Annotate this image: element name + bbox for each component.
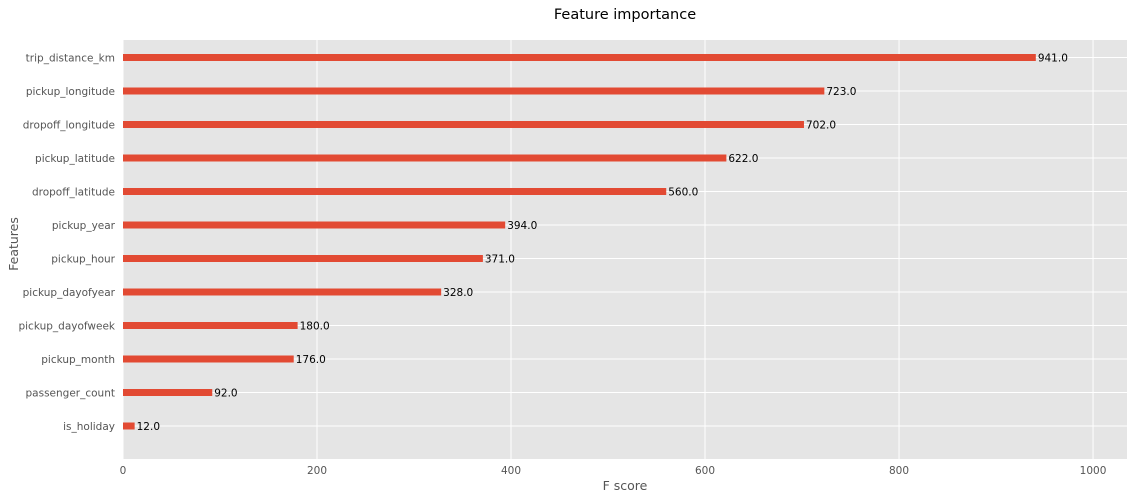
- y-tick-label: pickup_dayofyear: [23, 287, 116, 299]
- y-tick-label: passenger_count: [26, 387, 115, 399]
- y-tick-labels-group: trip_distance_km pickup_longitude dropoff_…: [18, 52, 116, 433]
- bar: [123, 389, 213, 396]
- y-tick-label: dropoff_latitude: [32, 186, 115, 198]
- bar-value-label: 941.0: [1038, 52, 1068, 64]
- y-tick-label: is_holiday: [63, 421, 115, 433]
- bar: [123, 422, 135, 430]
- y-tick-label: trip_distance_km: [26, 52, 115, 64]
- x-tick-label: 1000: [1080, 465, 1107, 477]
- bar-value-label: 702.0: [806, 119, 836, 131]
- y-tick-label: pickup_hour: [51, 253, 115, 265]
- x-tick-labels-group: 0 200 400 600 800 1000: [120, 465, 1107, 477]
- plot-background: [123, 40, 1127, 459]
- bar: [123, 221, 506, 229]
- data-labels-group: 941.0 723.0 702.0 622.0 560.0 394.0 371.0 328.0…: [137, 52, 1068, 433]
- y-tick-label: pickup_longitude: [26, 86, 115, 98]
- bar-value-label: 371.0: [485, 253, 515, 265]
- bar-value-label: 560.0: [668, 186, 698, 198]
- x-axis-label: F score: [603, 478, 648, 493]
- bars-group: [123, 54, 1036, 430]
- x-tick-label: 0: [120, 465, 127, 477]
- bar: [123, 121, 804, 128]
- x-tick-label: 200: [307, 465, 327, 477]
- bar-value-label: 622.0: [728, 153, 758, 165]
- y-axis-label: Features: [6, 217, 21, 271]
- bar-value-label: 723.0: [826, 86, 856, 98]
- bar-value-label: 394.0: [507, 220, 537, 232]
- bar: [123, 355, 294, 363]
- y-tick-label: pickup_year: [52, 220, 116, 232]
- bar: [123, 188, 667, 195]
- y-tick-label: pickup_dayofweek: [18, 320, 115, 332]
- bar-value-label: 12.0: [137, 421, 160, 433]
- bar-value-label: 180.0: [300, 320, 330, 332]
- y-tick-label: pickup_latitude: [35, 153, 115, 165]
- bar: [123, 255, 483, 262]
- y-tick-label: pickup_month: [41, 354, 115, 366]
- bar: [123, 322, 298, 329]
- bar-value-label: 92.0: [214, 387, 237, 399]
- bar: [123, 154, 727, 162]
- bar-value-label: 328.0: [443, 287, 473, 299]
- y-tick-label: dropoff_longitude: [23, 119, 115, 131]
- x-tick-label: 600: [695, 465, 715, 477]
- x-tick-label: 800: [889, 465, 909, 477]
- x-tick-label: 400: [501, 465, 521, 477]
- bar: [123, 87, 825, 95]
- chart-title: Feature importance: [554, 7, 696, 23]
- bar: [123, 288, 442, 296]
- bar-value-label: 176.0: [296, 354, 326, 366]
- bar: [123, 54, 1036, 61]
